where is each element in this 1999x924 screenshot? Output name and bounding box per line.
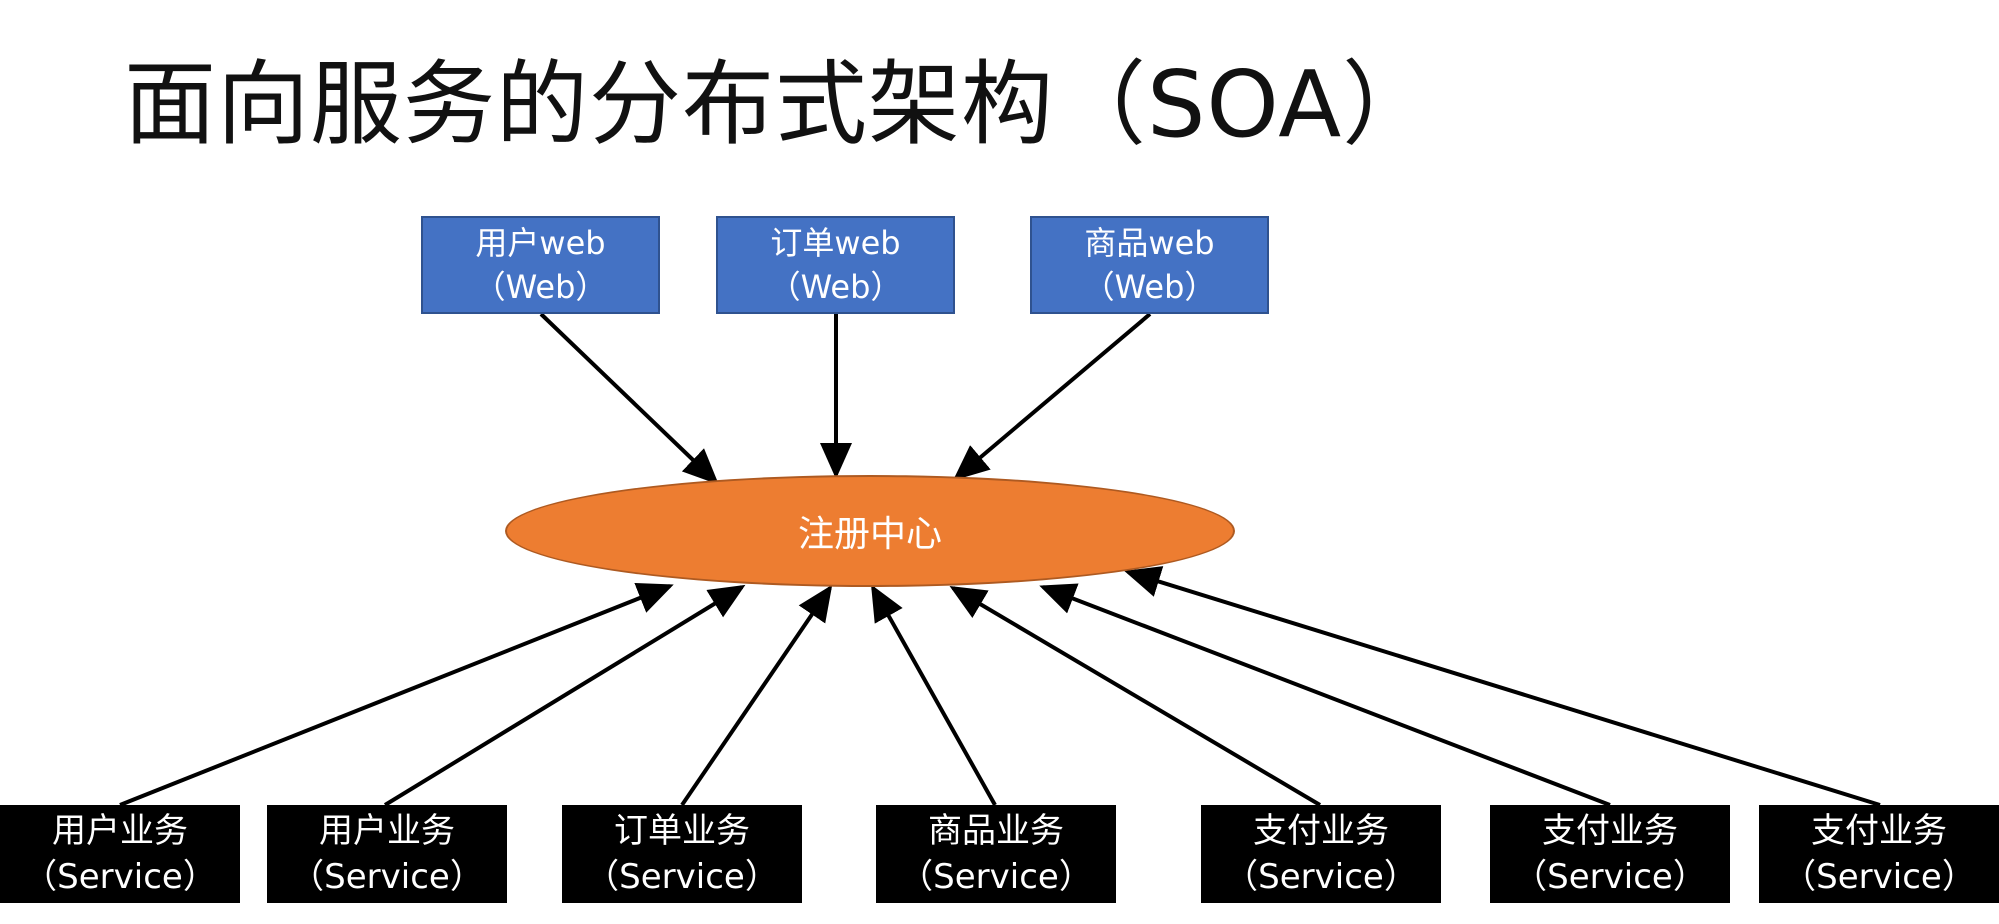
service-node-product: 商品业务 （Service） bbox=[876, 805, 1116, 903]
arrow-service-7 bbox=[1124, 566, 1881, 807]
arrow-service-2 bbox=[383, 584, 746, 807]
arrow-service-6 bbox=[1039, 583, 1611, 807]
node-name: 支付业务 bbox=[1542, 811, 1678, 851]
web-node-product: 商品web （Web） bbox=[1030, 216, 1269, 314]
service-node-order: 订单业务 （Service） bbox=[562, 805, 802, 903]
service-node-payment-2: 支付业务 （Service） bbox=[1490, 805, 1730, 903]
node-type: （Web） bbox=[473, 268, 608, 306]
node-type: （Service） bbox=[1782, 857, 1976, 897]
web-node-user: 用户web （Web） bbox=[421, 216, 660, 314]
node-type: （Service） bbox=[585, 857, 779, 897]
node-type: （Web） bbox=[768, 268, 903, 306]
node-type: （Service） bbox=[899, 857, 1093, 897]
node-type: （Web） bbox=[1082, 268, 1217, 306]
registry-label: 注册中心 bbox=[797, 514, 942, 555]
arrow-service-5 bbox=[949, 585, 1322, 807]
service-node-user-1: 用户业务 （Service） bbox=[0, 805, 240, 903]
registry-center: 注册中心 bbox=[505, 475, 1235, 587]
node-name: 商品业务 bbox=[928, 811, 1064, 851]
node-name: 用户web bbox=[475, 224, 606, 262]
node-name: 商品web bbox=[1084, 224, 1215, 262]
node-type: （Service） bbox=[1513, 857, 1707, 897]
node-name: 支付业务 bbox=[1253, 811, 1389, 851]
web-node-order: 订单web （Web） bbox=[716, 216, 955, 314]
node-name: 订单web bbox=[770, 224, 901, 262]
service-node-payment-1: 支付业务 （Service） bbox=[1201, 805, 1441, 903]
node-type: （Service） bbox=[23, 857, 217, 897]
service-node-payment-3: 支付业务 （Service） bbox=[1759, 805, 1999, 903]
node-type: （Service） bbox=[290, 857, 484, 897]
arrow-web-3 bbox=[952, 312, 1152, 481]
node-name: 用户业务 bbox=[52, 811, 188, 851]
node-name: 订单业务 bbox=[614, 811, 750, 851]
node-name: 用户业务 bbox=[319, 811, 455, 851]
arrow-service-3 bbox=[680, 584, 833, 807]
arrow-service-4 bbox=[871, 584, 997, 806]
arrow-web-1 bbox=[539, 312, 719, 485]
arrow-service-1 bbox=[119, 582, 674, 807]
page-title: 面向服务的分布式架构（SOA） bbox=[124, 51, 1436, 158]
node-type: （Service） bbox=[1224, 857, 1418, 897]
service-node-user-2: 用户业务 （Service） bbox=[267, 805, 507, 903]
node-name: 支付业务 bbox=[1811, 811, 1947, 851]
